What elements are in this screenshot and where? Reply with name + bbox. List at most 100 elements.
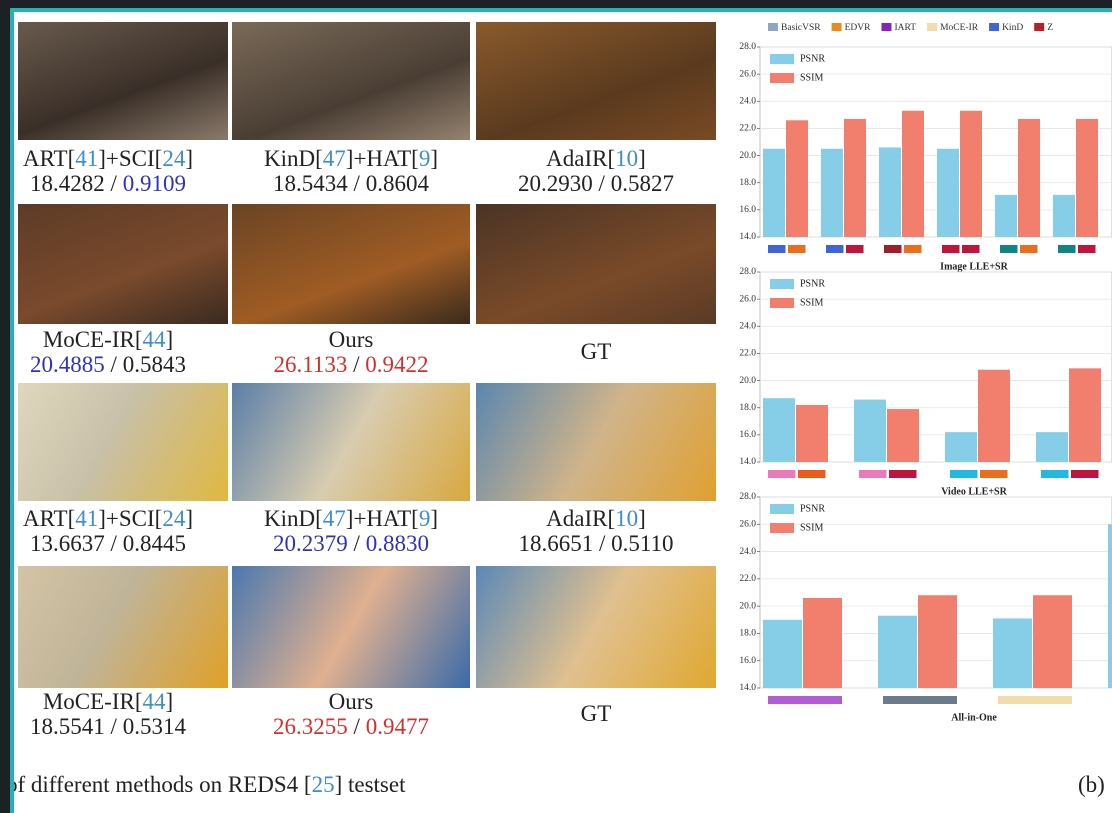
legend-swatch <box>770 298 794 308</box>
group-marker <box>1020 245 1038 253</box>
bar <box>918 595 957 688</box>
y-tick-label: 28.0 <box>739 42 756 52</box>
legend-label: SSIM <box>800 297 823 308</box>
legend-swatch <box>770 504 794 514</box>
legend-label: SSIM <box>800 72 823 83</box>
group-marker <box>942 245 960 253</box>
group-marker <box>904 245 922 253</box>
legend-label: BasicVSR <box>781 23 821 33</box>
group-marker <box>950 470 978 478</box>
group-marker <box>798 470 826 478</box>
group-marker <box>768 470 796 478</box>
legend-label: IART <box>894 23 916 33</box>
group-marker <box>980 470 1008 478</box>
bar <box>763 398 795 462</box>
legend-swatch <box>989 23 999 31</box>
bar <box>937 149 959 237</box>
y-tick-label: 26.0 <box>739 294 756 304</box>
y-tick-label: 28.0 <box>739 267 756 277</box>
y-tick-label: 14.0 <box>739 683 756 693</box>
y-tick-label: 20.0 <box>739 151 756 161</box>
bar <box>803 598 842 688</box>
y-tick-label: 16.0 <box>739 430 756 440</box>
bar <box>960 111 982 237</box>
y-tick-label: 18.0 <box>739 403 756 413</box>
group-marker <box>1078 245 1096 253</box>
legend-swatch <box>770 73 794 83</box>
y-tick-label: 18.0 <box>739 178 756 188</box>
legend-swatch <box>881 23 891 31</box>
legend-swatch <box>832 23 842 31</box>
y-tick-label: 16.0 <box>739 205 756 215</box>
group-marker <box>826 245 844 253</box>
legend-swatch <box>1034 23 1044 31</box>
bar <box>902 111 924 237</box>
legend-label: PSNR <box>800 278 825 289</box>
y-tick-label: 28.0 <box>739 492 756 502</box>
group-marker <box>1000 245 1018 253</box>
bar <box>1033 595 1072 688</box>
y-tick-label: 26.0 <box>739 519 756 529</box>
bar <box>945 432 977 462</box>
group-marker <box>859 470 887 478</box>
y-tick-label: 14.0 <box>739 457 756 467</box>
group-marker <box>1058 245 1076 253</box>
charts: BasicVSREDVRIARTMoCE-IRKinDZ14.016.018.0… <box>14 12 1112 813</box>
bar <box>821 149 843 237</box>
legend-swatch <box>768 23 778 31</box>
bar <box>978 370 1010 462</box>
legend-label: PSNR <box>800 503 825 514</box>
group-marker <box>883 696 957 704</box>
bar <box>796 405 828 462</box>
bar <box>854 400 886 462</box>
y-tick-label: 20.0 <box>739 601 756 611</box>
group-marker <box>846 245 864 253</box>
y-tick-label: 24.0 <box>739 96 756 106</box>
bar <box>995 195 1017 237</box>
bar <box>993 618 1032 688</box>
paper: ART[41]+SCI[24]18.4282 / 0.9109KinD[47]+… <box>14 12 1112 813</box>
y-tick-label: 18.0 <box>739 629 756 639</box>
group-marker <box>889 470 917 478</box>
y-tick-label: 22.0 <box>739 574 756 584</box>
legend-swatch <box>770 279 794 289</box>
y-tick-label: 22.0 <box>739 124 756 134</box>
bar <box>879 147 901 237</box>
y-tick-label: 24.0 <box>739 321 756 331</box>
group-marker <box>962 245 980 253</box>
bar <box>763 149 785 237</box>
chart-title: Video LLE+SR <box>941 486 1007 497</box>
legend-swatch <box>927 23 937 31</box>
bar <box>1053 195 1075 237</box>
y-tick-label: 16.0 <box>739 656 756 666</box>
legend-label: KinD <box>1002 23 1023 33</box>
bar <box>1108 524 1112 688</box>
page: ART[41]+SCI[24]18.4282 / 0.9109KinD[47]+… <box>0 0 1112 813</box>
legend-swatch <box>770 523 794 533</box>
y-tick-label: 14.0 <box>739 232 756 242</box>
legend-swatch <box>770 54 794 64</box>
legend-label: SSIM <box>800 522 823 533</box>
y-tick-label: 24.0 <box>739 547 756 557</box>
bar <box>1018 119 1040 237</box>
chart-title: All-in-One <box>951 712 997 723</box>
group-marker <box>884 245 902 253</box>
bar <box>786 120 808 237</box>
legend-label: PSNR <box>800 53 825 64</box>
group-marker <box>1071 470 1099 478</box>
group-marker <box>768 245 786 253</box>
legend-label: EDVR <box>845 23 872 33</box>
bar <box>1076 119 1098 237</box>
bar <box>763 620 802 688</box>
y-tick-label: 20.0 <box>739 376 756 386</box>
group-marker <box>998 696 1072 704</box>
chart-title: Image LLE+SR <box>940 261 1008 272</box>
bar <box>887 409 919 462</box>
frame: ART[41]+SCI[24]18.4282 / 0.9109KinD[47]+… <box>10 8 1112 813</box>
legend-label: MoCE-IR <box>940 23 979 33</box>
bar <box>1069 368 1101 462</box>
group-marker <box>768 696 842 704</box>
y-tick-label: 26.0 <box>739 69 756 79</box>
group-marker <box>788 245 806 253</box>
bar <box>844 119 866 237</box>
